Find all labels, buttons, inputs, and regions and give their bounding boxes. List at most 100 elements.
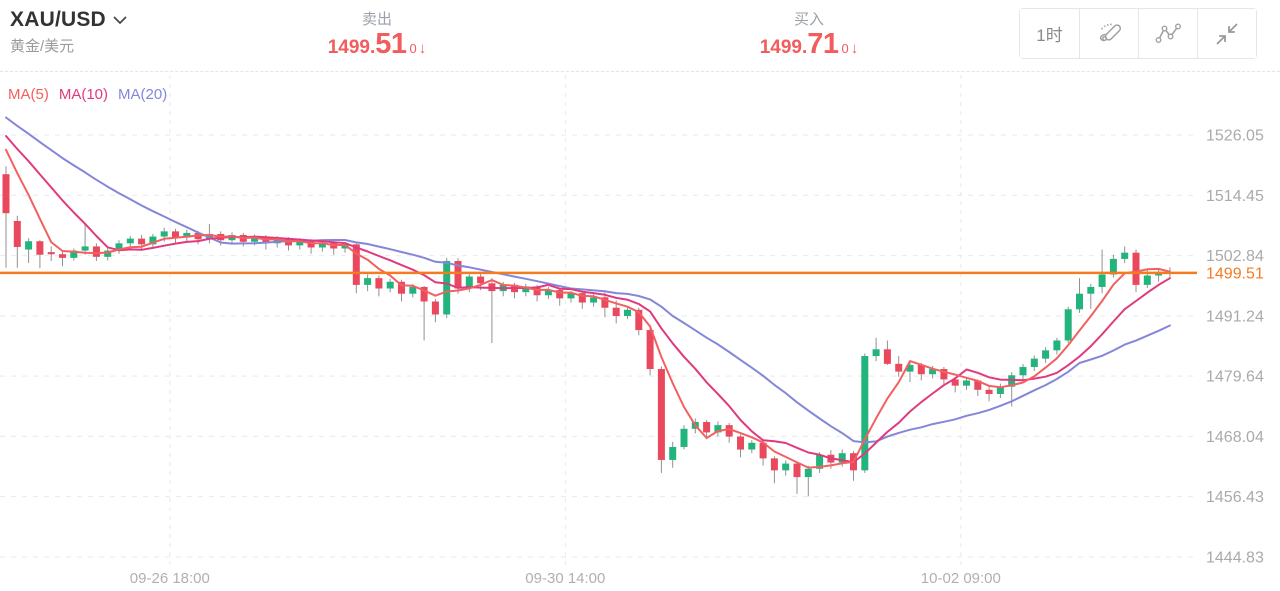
candle-body [567,293,575,299]
candle-body [996,386,1004,394]
x-axis-label: 09-26 18:00 [130,570,210,587]
candle-body [409,286,417,294]
symbol-title: XAU/USD [10,8,106,31]
candle-body [1042,350,1050,359]
sell-price-int: 1499. [327,37,376,58]
candle-body [759,442,767,459]
candle-body [612,307,620,317]
candle-body [872,349,880,357]
sell-quote[interactable]: 卖出 1499. 51 0 ↓ [328,8,427,59]
candle-body [669,446,677,460]
candle-body [138,238,146,245]
candle-body [318,242,326,248]
chart-toolbar: 1时 [1019,8,1257,59]
candle-body [951,379,959,386]
candle-body [386,281,394,289]
candle-body [782,463,790,471]
candle-body [770,458,778,471]
candle-body [13,220,21,247]
candle-body [906,364,914,372]
symbol-subtitle: 黄金/美元 [10,38,75,55]
candle-body [443,260,451,315]
candle-body [748,442,756,450]
candle-body [420,286,428,302]
candle-body [296,241,304,246]
candle-body [793,463,801,478]
y-axis-label: 1444.83 [1206,549,1264,566]
candle-body [556,290,564,299]
x-axis-label: 10-02 09:00 [921,570,1001,587]
sell-down-arrow-icon: ↓ [418,40,427,57]
candle-body [917,364,925,375]
ma5-line [5,148,1171,469]
candle-body [375,278,383,289]
candle-body [149,236,157,245]
candle-body [703,422,711,433]
candle-body [646,330,654,370]
candle-body [1008,375,1016,387]
buy-price-dec: 71 [807,28,839,60]
candle-body [115,243,123,251]
x-axis-label: 09-30 14:00 [525,570,605,587]
candle-body [1109,258,1117,275]
ma5-legend-label: MA(5) [8,86,49,103]
candle-body [1064,309,1072,341]
sell-change: 0 [409,41,417,56]
candle-body [590,297,598,303]
ma20-legend-label: MA(20) [118,86,168,103]
chart-area: MA(5) MA(10) MA(20) 1526.05 1514.45 1502.8… [0,72,1280,591]
symbol-block[interactable]: XAU/USD 黄金/美元 [10,8,127,56]
candle-body [883,349,891,364]
ma10-line [5,135,1171,464]
buy-down-arrow-icon: ↓ [850,40,859,57]
collapse-arrows-icon [1216,23,1238,44]
y-axis-label: 1491.24 [1206,308,1264,325]
line-chart-type-button[interactable] [1138,9,1197,58]
draw-tool-button[interactable] [1079,9,1138,58]
timeframe-label: 1时 [1036,26,1063,45]
sell-price: 1499. 51 0 ↓ [328,30,427,59]
timeframe-button[interactable]: 1时 [1020,9,1079,58]
y-axis-label: 1514.45 [1206,188,1264,205]
y-axis-label: 1468.04 [1206,429,1264,446]
candle-body [36,241,44,255]
current-price-label: 1499.51 [1206,265,1264,282]
candle-body [1098,274,1106,287]
candle-body [341,244,349,249]
candle-body [714,425,722,433]
candle-body [477,276,485,284]
ma20-line [5,116,1171,444]
candle-body [92,246,100,257]
candle-body [816,454,824,469]
candle-body [465,276,473,289]
candle-body [1030,358,1038,367]
chevron-down-icon[interactable] [113,16,127,25]
candle-body [522,286,530,293]
candle-body [985,389,993,394]
candle-body [1132,252,1140,285]
candle-body [895,363,903,372]
buy-price: 1499. 71 0 ↓ [760,30,859,59]
ma-legend: MA(5) MA(10) MA(20) [8,86,167,103]
candle-body [172,231,179,238]
candle-body [70,250,78,258]
sell-label: 卖出 [361,11,393,28]
candle-body [59,254,66,258]
y-axis-label: 1456.43 [1206,489,1264,506]
candle-body [940,369,948,380]
buy-price-int: 1499. [759,37,808,58]
candle-body [126,238,134,244]
candle-body [352,244,360,285]
candle-body [398,281,405,294]
candle-body [1143,275,1151,285]
collapse-chart-button[interactable] [1197,9,1256,58]
candle-body [2,174,10,214]
candlestick-chart[interactable]: 1526.05 1514.45 1502.84 1491.24 1479.64 1468.… [0,72,1280,591]
candle-body [601,297,609,308]
candle-body [25,241,33,250]
candle-body [81,246,89,251]
candle-body [454,260,462,289]
pen-draw-icon [1099,23,1121,42]
buy-quote[interactable]: 买入 1499. 71 0 ↓ [760,8,859,59]
